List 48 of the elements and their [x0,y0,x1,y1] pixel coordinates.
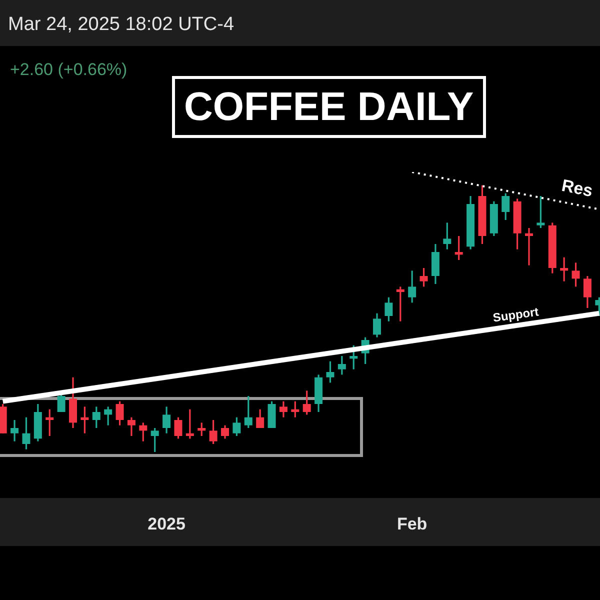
candlestick [572,262,580,288]
candlestick [127,416,136,437]
candlestick [420,267,428,288]
candlestick [198,422,206,437]
candlestick [384,296,393,322]
candlestick [209,419,218,445]
candlestick [69,376,77,429]
candlestick [525,227,533,266]
candlestick [396,286,404,322]
x-tick-label: Feb [396,514,428,534]
candlestick [22,416,30,450]
candlestick [408,270,416,304]
candlestick [244,395,252,429]
candlestick [443,222,452,250]
text: Res [560,176,594,201]
candlestick [536,195,545,229]
candlestick [150,427,159,453]
candlestick [256,408,264,429]
candlestick [291,400,300,418]
candlestick [104,406,112,426]
candlestick [502,192,510,221]
candlestick [186,408,194,440]
candlestick [162,406,171,434]
candlestick [268,400,276,429]
text: Mar 24, 2025 18:02 UTC-4 [8,14,234,36]
candlestick [560,256,568,282]
candlestick [583,275,592,309]
x-tick-label: 2025 [148,514,186,534]
candlestick [221,424,229,440]
candlestick [232,416,241,437]
candlestick [80,406,89,434]
candlestick [338,355,346,376]
candlestick [431,243,440,285]
candlestick [46,408,54,437]
candlestick [10,419,19,442]
candlestick [92,406,100,429]
candlestick [454,235,463,261]
candlestick [174,416,182,440]
candlestick [139,422,148,442]
candlestick [279,400,288,418]
candlestick [350,344,358,370]
text: +2.60 (+0.66%) [10,60,128,80]
text: Support [492,304,540,325]
candlestick [302,390,311,416]
chart-title: COFFEE DAILY [172,76,486,138]
candlestick [373,312,381,338]
candlestick [116,400,124,426]
candlestick [326,360,334,384]
